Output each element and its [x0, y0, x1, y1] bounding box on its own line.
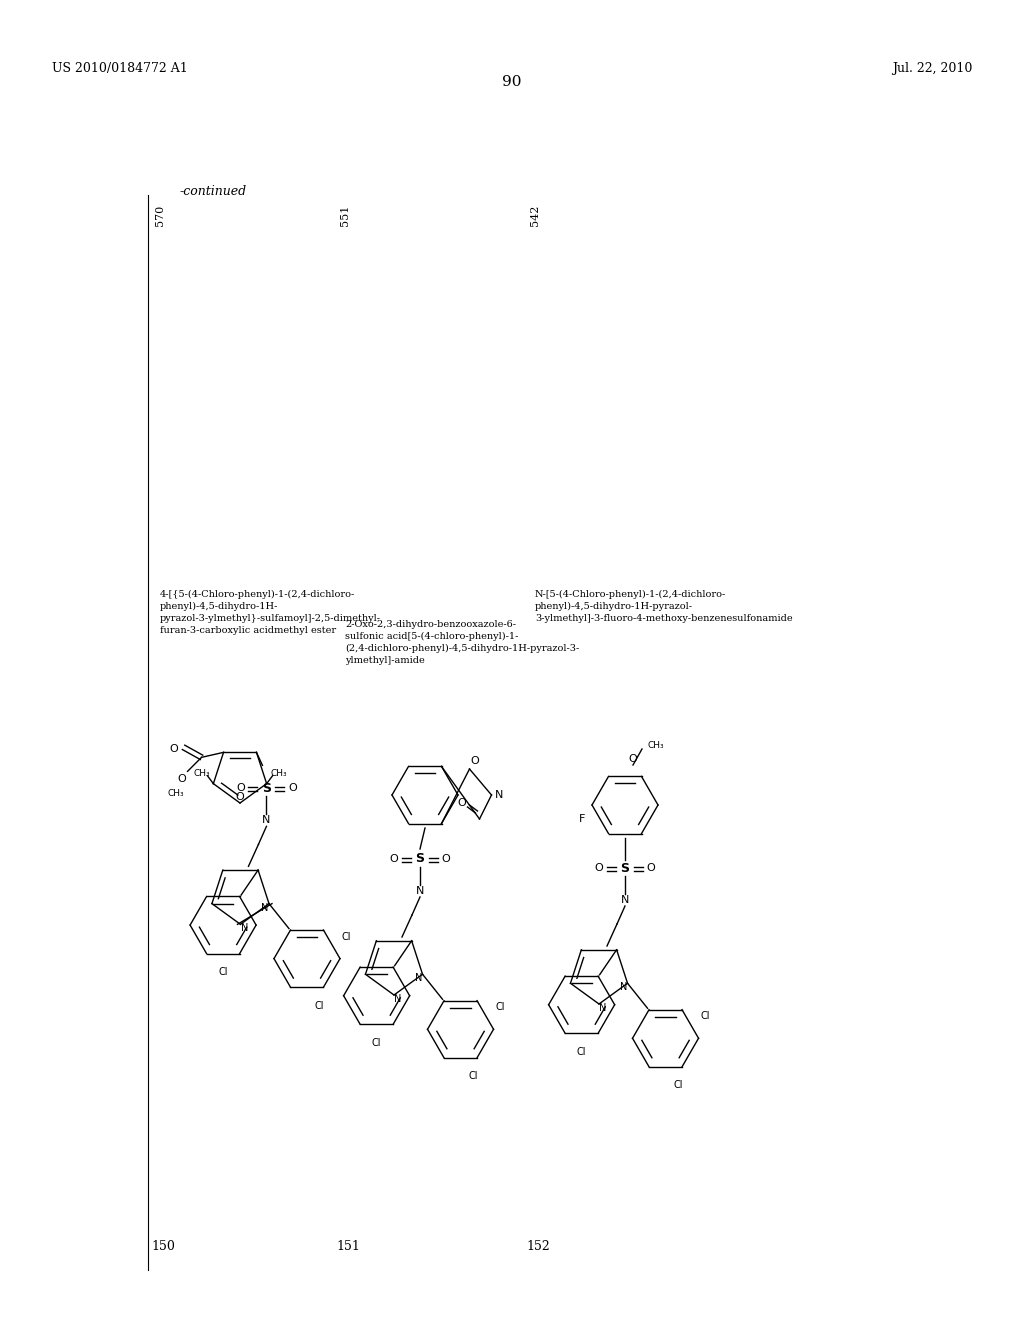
Text: Cl: Cl: [674, 1080, 683, 1090]
Text: 570: 570: [155, 205, 165, 226]
Text: O: O: [457, 799, 466, 808]
Text: Cl: Cl: [372, 1038, 381, 1048]
Text: O: O: [169, 744, 178, 754]
Text: Cl: Cl: [469, 1072, 478, 1081]
Text: O: O: [595, 863, 603, 873]
Text: O: O: [441, 854, 451, 865]
Text: O: O: [236, 792, 245, 803]
Text: N: N: [261, 903, 268, 912]
Text: N: N: [620, 982, 628, 993]
Text: Cl: Cl: [342, 932, 351, 941]
Text: N-[5-(4-Chloro-phenyl)-1-(2,4-dichloro-
phenyl)-4,5-dihydro-1H-pyrazol-
3-ylmeth: N-[5-(4-Chloro-phenyl)-1-(2,4-dichloro- …: [535, 590, 793, 623]
Text: O: O: [646, 863, 655, 873]
Text: 150: 150: [151, 1239, 175, 1253]
Text: N: N: [415, 973, 422, 983]
Text: -continued: -continued: [180, 185, 247, 198]
Text: O: O: [470, 756, 479, 766]
Text: 90: 90: [502, 75, 522, 88]
Text: O: O: [629, 754, 637, 764]
Text: Cl: Cl: [700, 1011, 710, 1022]
Text: N: N: [599, 1003, 606, 1012]
Text: O: O: [237, 783, 245, 793]
Text: S: S: [262, 781, 271, 795]
Text: CH₃: CH₃: [270, 770, 287, 779]
Text: Cl: Cl: [315, 1001, 325, 1011]
Text: N: N: [416, 886, 424, 896]
Text: N: N: [241, 924, 248, 933]
Text: N: N: [394, 994, 401, 1005]
Text: 4-[{5-(4-Chloro-phenyl)-1-(2,4-dichloro-
phenyl)-4,5-dihydro-1H-
pyrazol-3-ylmet: 4-[{5-(4-Chloro-phenyl)-1-(2,4-dichloro-…: [160, 590, 381, 635]
Text: F: F: [579, 814, 585, 824]
Text: O: O: [389, 854, 398, 865]
Text: 152: 152: [526, 1239, 550, 1253]
Text: Cl: Cl: [496, 1002, 505, 1012]
Text: CH₃: CH₃: [647, 741, 664, 750]
Text: 151: 151: [336, 1239, 359, 1253]
Text: CH₃: CH₃: [194, 770, 210, 779]
Text: 542: 542: [530, 205, 540, 226]
Text: Jul. 22, 2010: Jul. 22, 2010: [892, 62, 972, 75]
Text: O: O: [288, 783, 297, 793]
Text: S: S: [621, 862, 630, 874]
Text: N: N: [262, 816, 270, 825]
Text: 2-Oxo-2,3-dihydro-benzooxazole-6-
sulfonic acid[5-(4-chloro-phenyl)-1-
(2,4-dich: 2-Oxo-2,3-dihydro-benzooxazole-6- sulfon…: [345, 620, 580, 665]
Text: O: O: [177, 775, 186, 784]
Text: S: S: [416, 853, 425, 866]
Text: 551: 551: [340, 205, 350, 226]
Text: N: N: [496, 789, 504, 800]
Text: Cl: Cl: [577, 1047, 586, 1057]
Text: N: N: [621, 895, 629, 906]
Text: US 2010/0184772 A1: US 2010/0184772 A1: [52, 62, 187, 75]
Text: CH₃: CH₃: [167, 789, 184, 797]
Text: Cl: Cl: [218, 968, 227, 977]
